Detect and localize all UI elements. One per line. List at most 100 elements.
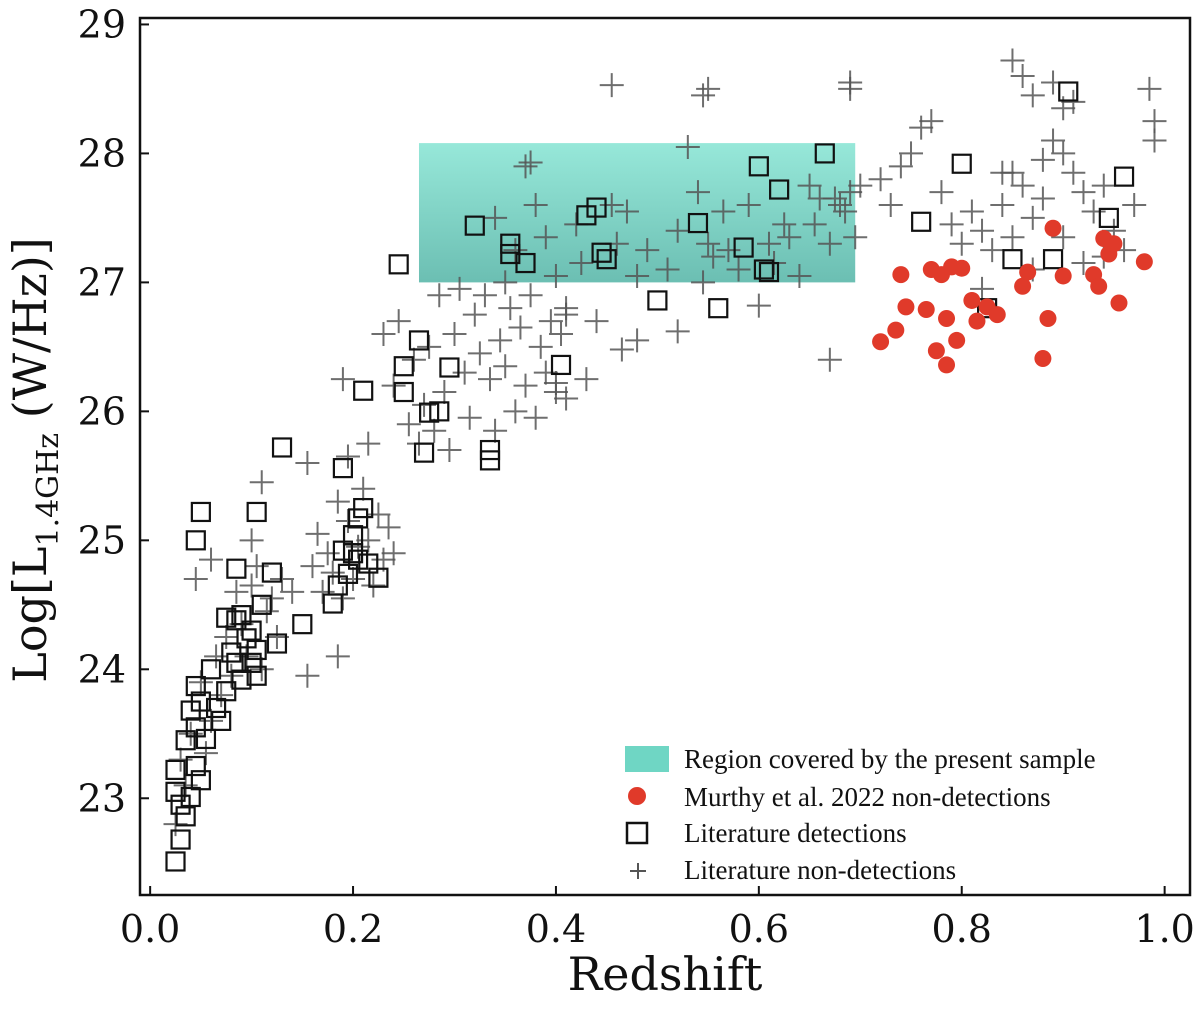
detection-marker	[190, 691, 211, 712]
x-axis-title: Redshift	[568, 947, 763, 1001]
non-detection-marker	[462, 302, 487, 327]
x-tick-label: 0.2	[323, 907, 383, 951]
non-detection-marker	[599, 73, 624, 98]
y-tick-label: 24	[78, 647, 126, 691]
axis-ticks: 0.0 0.2 0.4 0.6 0.8 1.0 23 24 25 26 27 28 29	[78, 2, 1195, 951]
murthy-non-detections-series	[872, 219, 1153, 374]
literature-non-detections-series	[163, 48, 1167, 837]
detection-marker	[358, 553, 379, 574]
y-axis-title-prefix: Log[L	[3, 547, 57, 683]
non-detection-marker	[199, 547, 224, 572]
non-detection-marker	[193, 741, 218, 766]
non-detection-marker	[366, 502, 391, 527]
legend-murthy-label: Murthy et al. 2022 non-detections	[684, 782, 1051, 812]
non-detection-marker	[696, 231, 721, 256]
non-detection-marker	[1020, 205, 1045, 230]
non-detection-marker	[168, 747, 193, 772]
detection-marker	[342, 525, 364, 546]
non-detection-marker	[665, 218, 690, 243]
non-detection-marker	[909, 115, 934, 140]
non-detection-marker	[584, 309, 609, 334]
murthy-marker	[927, 342, 945, 360]
y-axis-title-subscript: 1.4GHz	[31, 433, 66, 547]
non-detection-marker	[325, 489, 350, 514]
non-detection-marker	[797, 173, 822, 198]
non-detection-marker	[990, 160, 1015, 185]
non-detection-marker	[822, 186, 847, 211]
non-detection-marker	[614, 199, 639, 224]
detection-marker	[647, 290, 668, 311]
non-detection-marker	[330, 586, 355, 611]
non-detection-marker	[716, 238, 741, 263]
detection-marker	[500, 233, 521, 254]
non-detection-marker	[543, 263, 568, 288]
non-detection-marker	[488, 328, 513, 353]
non-detection-marker	[1091, 173, 1116, 198]
detection-marker	[165, 759, 186, 780]
non-detection-marker	[325, 644, 350, 669]
non-detection-marker	[493, 270, 518, 295]
non-detection-marker	[990, 193, 1015, 218]
y-tick-label: 26	[78, 389, 126, 433]
detection-marker	[464, 215, 485, 236]
non-detection-marker	[1010, 173, 1035, 198]
detection-marker	[353, 497, 374, 519]
detection-marker	[388, 254, 409, 275]
plot-frame	[138, 16, 1192, 897]
x-tick-label: 0.4	[526, 907, 586, 951]
detection-marker	[185, 755, 206, 777]
non-detection-marker	[239, 573, 264, 598]
non-detection-marker	[635, 238, 660, 263]
non-detection-marker	[843, 225, 868, 250]
detection-marker	[170, 794, 191, 815]
detection-marker	[753, 259, 775, 280]
detection-marker	[170, 829, 191, 850]
y-axis-title: Log[L1.4GHz (W/Hz)]	[3, 237, 66, 682]
murthy-marker	[1090, 277, 1108, 295]
detection-marker	[348, 549, 369, 570]
non-detection-marker	[518, 283, 543, 308]
non-detection-marker	[503, 238, 528, 263]
detection-marker	[246, 639, 267, 661]
non-detection-marker	[888, 154, 913, 179]
legend-detections-label: Literature detections	[684, 818, 907, 848]
murthy-marker	[938, 310, 956, 328]
detection-marker	[236, 628, 257, 649]
non-detection-marker	[472, 283, 497, 308]
non-detection-marker	[183, 567, 208, 592]
detection-marker	[261, 562, 282, 583]
murthy-marker	[887, 321, 905, 339]
non-detection-marker	[599, 193, 624, 218]
detection-marker	[733, 237, 754, 258]
non-detection-marker	[777, 225, 802, 250]
non-detection-marker	[396, 412, 421, 437]
detection-marker	[221, 642, 242, 663]
detection-marker	[211, 710, 232, 731]
murthy-marker	[892, 266, 910, 284]
non-detection-marker	[188, 670, 213, 695]
non-detection-marker	[295, 663, 320, 688]
non-detection-marker	[817, 231, 842, 256]
non-detection-marker	[1051, 141, 1076, 166]
detection-marker	[190, 770, 211, 791]
non-detection-marker	[569, 251, 594, 276]
detection-marker	[337, 563, 359, 584]
non-detection-marker	[249, 657, 274, 682]
non-detection-marker	[772, 212, 797, 237]
non-detection-marker	[249, 470, 274, 495]
non-detection-marker	[503, 399, 528, 424]
non-detection-marker	[178, 721, 203, 746]
detection-marker	[292, 614, 313, 635]
non-detection-marker	[401, 347, 426, 372]
non-detection-marker	[280, 579, 305, 604]
literature-detections-series	[165, 81, 1135, 872]
non-detection-marker	[533, 360, 558, 385]
detection-marker	[515, 252, 536, 274]
non-detection-marker	[371, 321, 396, 346]
murthy-marker	[1044, 219, 1062, 237]
non-detection-marker	[685, 180, 710, 205]
non-detection-marker	[173, 773, 198, 798]
detection-marker	[226, 652, 247, 673]
detection-marker	[748, 156, 769, 177]
detection-marker	[241, 652, 262, 673]
